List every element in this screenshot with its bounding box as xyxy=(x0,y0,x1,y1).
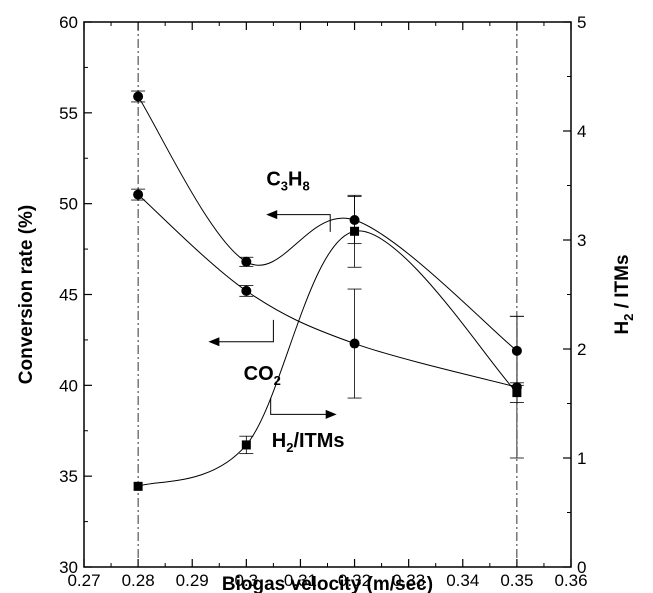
x-tick-label: 0.36 xyxy=(554,571,587,590)
annotation-arrows xyxy=(208,210,337,419)
y-left-tick-label: 30 xyxy=(59,558,78,577)
y-left-axis-title: Conversion rate (%) xyxy=(16,205,37,384)
annotation-h2-itms: H2/ITMs xyxy=(272,430,345,455)
arrow-h2-head xyxy=(325,409,337,419)
y-left-tick-label: 35 xyxy=(59,467,78,486)
arrow-co2-head xyxy=(208,337,220,347)
reference-lines xyxy=(137,22,518,567)
x-tick-label: 0.28 xyxy=(122,571,155,590)
x-tick-label: 0.33 xyxy=(392,571,425,590)
x-tick-label: 0.27 xyxy=(67,571,100,590)
y-left-tick-label: 40 xyxy=(59,376,78,395)
series-line-1 xyxy=(137,194,518,388)
arrow-co2-line xyxy=(211,319,274,343)
axis-tick-labels: 0.27 0.28 0.29 0.3 0.31 0.32 0.33 0.34 0.35 0.36 3… xyxy=(59,13,587,590)
axis-ticks xyxy=(83,21,572,568)
data-point-circle xyxy=(133,91,144,102)
y-right-title-h: H xyxy=(612,321,633,335)
y-right-title-sub: 2 xyxy=(621,314,636,321)
y-right-tick-label: 2 xyxy=(577,340,586,359)
x-tick-label: 0.35 xyxy=(500,571,533,590)
y-left-tick-label: 45 xyxy=(59,286,78,305)
x-tick-label: 0.3 xyxy=(235,571,259,590)
error-bars xyxy=(131,90,524,459)
y-right-axis-title: H2 / ITMs xyxy=(612,254,636,334)
data-point-circle xyxy=(349,215,360,226)
x-tick-label: 0.34 xyxy=(446,571,479,590)
data-point-circle xyxy=(133,189,144,200)
annotation-c3h8: C3H8 xyxy=(266,169,309,194)
y-right-tick-label: 4 xyxy=(577,122,586,141)
series-annotations: C3H8 CO2 H2/ITMs xyxy=(208,169,345,455)
data-point-circle xyxy=(241,285,252,296)
series-line-0 xyxy=(137,96,518,352)
x-tick-label: 0.29 xyxy=(176,571,209,590)
x-axis-title: Biogas velocity (m/sec) xyxy=(222,574,433,593)
plot-frame xyxy=(83,21,572,568)
y-left-tick-label: 60 xyxy=(59,13,78,32)
y-left-tick-label: 55 xyxy=(59,104,78,123)
y-right-tick-label: 0 xyxy=(577,558,586,577)
x-tick-label: 0.31 xyxy=(284,571,317,590)
y-right-tick-label: 3 xyxy=(577,231,586,250)
data-point-square xyxy=(350,226,360,236)
arrow-c3h8-line xyxy=(269,214,331,232)
data-point-square xyxy=(512,388,522,398)
x-tick-label: 0.32 xyxy=(338,571,371,590)
data-point-circle xyxy=(511,345,522,356)
series-line-2 xyxy=(137,230,518,487)
data-point-circle xyxy=(349,338,360,349)
arrow-c3h8-head xyxy=(266,210,278,220)
arrow-h2-line xyxy=(270,398,333,415)
y-right-title-rest: / ITMs xyxy=(612,254,633,313)
data-markers xyxy=(133,91,522,491)
annotation-co2: CO2 xyxy=(244,363,281,388)
y-right-tick-label: 1 xyxy=(577,449,586,468)
series-curves xyxy=(137,96,518,487)
y-right-tick-label: 5 xyxy=(577,13,586,32)
data-point-square xyxy=(133,481,143,491)
data-point-square xyxy=(241,440,251,450)
data-point-circle xyxy=(241,256,252,267)
y-left-tick-label: 50 xyxy=(59,195,78,214)
